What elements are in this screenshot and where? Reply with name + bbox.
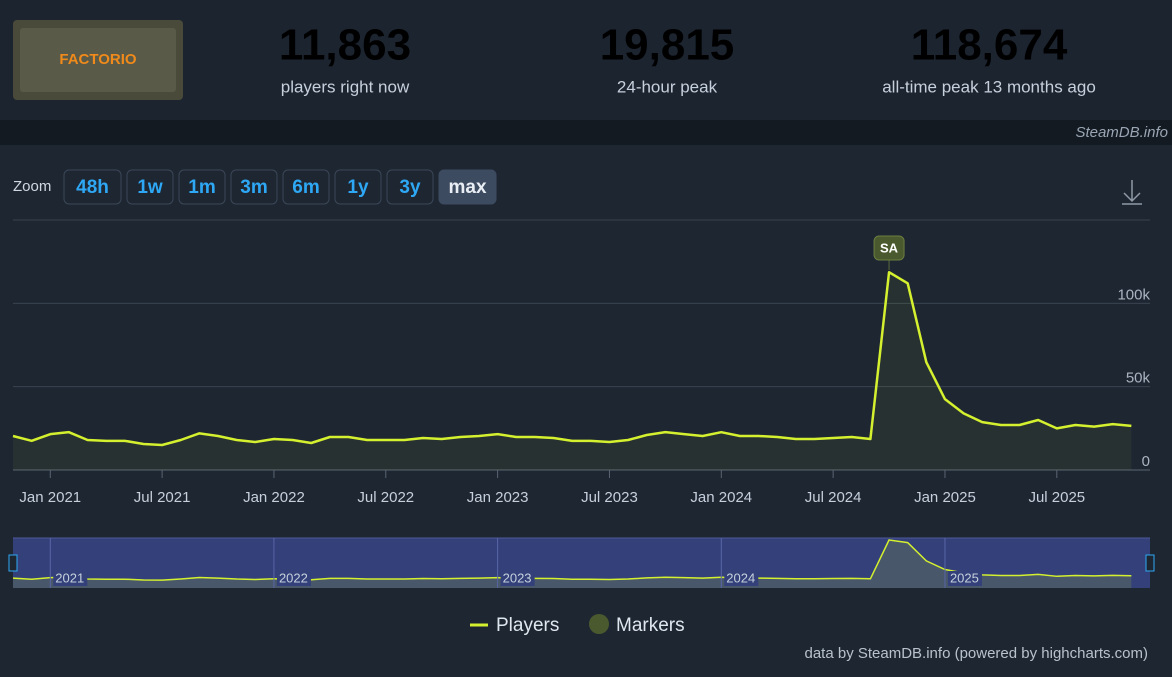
zoom-label: Zoom xyxy=(13,178,51,195)
zoom-button-label[interactable]: max xyxy=(448,177,486,198)
y-tick-label: 0 xyxy=(1142,453,1150,470)
download-icon[interactable] xyxy=(1122,180,1142,205)
zoom-button-label[interactable]: 48h xyxy=(76,177,109,198)
y-tick-label: 50k xyxy=(1126,370,1151,387)
legend-label[interactable]: Players xyxy=(496,615,559,636)
navigator-area xyxy=(13,540,1132,588)
zoom-button-label[interactable]: 3y xyxy=(399,177,421,198)
x-tick-label: Jul 2023 xyxy=(581,489,638,506)
x-tick-label: Jul 2021 xyxy=(134,489,191,506)
header-bg xyxy=(0,0,1172,120)
x-tick-label: Jan 2024 xyxy=(690,489,752,506)
annotation-box xyxy=(873,235,905,261)
navigator-handle[interactable] xyxy=(1145,554,1155,572)
stat-value: 118,674 xyxy=(911,21,1068,70)
navigator-label-bg xyxy=(947,571,982,586)
legend-symbol[interactable] xyxy=(589,614,609,634)
stat-label: all-time peak 13 months ago xyxy=(882,77,1096,96)
x-tick-label: Jul 2022 xyxy=(357,489,414,506)
navigator-label: 2025 xyxy=(950,570,979,585)
x-tick-label: Jul 2024 xyxy=(805,489,862,506)
credits: data by SteamDB.info (powered by highcha… xyxy=(805,645,1149,662)
thumbnail-inner xyxy=(20,28,176,92)
navigator-handle[interactable] xyxy=(8,554,18,572)
zoom-button-label[interactable]: 3m xyxy=(240,177,267,198)
navigator-label-bg xyxy=(500,571,535,586)
stat-value: 19,815 xyxy=(600,21,735,70)
area xyxy=(13,272,1132,470)
zoom-button[interactable] xyxy=(126,169,174,205)
x-tick-label: Jan 2023 xyxy=(467,489,529,506)
x-tick-label: Jan 2025 xyxy=(914,489,976,506)
zoom-button-label[interactable]: 1m xyxy=(188,177,215,198)
zoom-button[interactable] xyxy=(386,169,434,205)
navigator-label: 2023 xyxy=(503,570,532,585)
zoom-button-label[interactable]: 1y xyxy=(347,177,369,198)
navigator-label-bg xyxy=(53,571,88,586)
annotation-text: SA xyxy=(880,240,899,255)
zoom-button[interactable] xyxy=(438,169,497,205)
x-tick-label: Jan 2022 xyxy=(243,489,305,506)
zoom-button-label[interactable]: 1w xyxy=(137,177,163,198)
zoom-button[interactable] xyxy=(230,169,278,205)
x-tick-label: Jul 2025 xyxy=(1028,489,1085,506)
stat-label: 24-hour peak xyxy=(617,77,718,96)
navigator-label: 2024 xyxy=(726,570,755,585)
watermark: SteamDB.info xyxy=(1075,124,1168,141)
zoom-button[interactable] xyxy=(282,169,330,205)
logo-text: FACTORIO xyxy=(59,51,137,68)
zoom-button-label[interactable]: 6m xyxy=(292,177,319,198)
zoom-button[interactable] xyxy=(63,169,122,205)
navigator-label-bg xyxy=(276,571,311,586)
navigator-label: 2022 xyxy=(279,570,308,585)
y-tick-label: 100k xyxy=(1117,286,1150,303)
line xyxy=(12,270,1132,447)
legend-label[interactable]: Markers xyxy=(616,615,685,636)
zoom-button[interactable] xyxy=(178,169,226,205)
strip xyxy=(0,120,1172,145)
stat-label: players right now xyxy=(281,77,410,96)
x-tick-label: Jan 2021 xyxy=(19,489,81,506)
navigator-label: 2021 xyxy=(55,570,84,585)
navigator-label-bg xyxy=(724,571,759,586)
zoom-button[interactable] xyxy=(334,169,382,205)
stat-value: 11,863 xyxy=(279,21,411,70)
